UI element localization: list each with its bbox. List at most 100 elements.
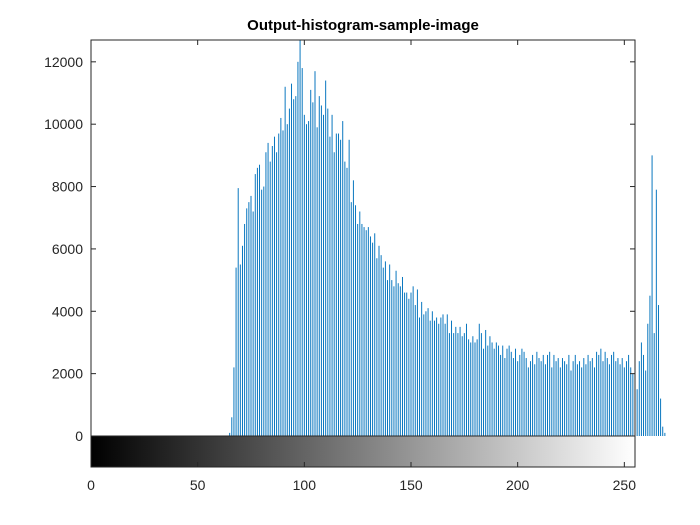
- histogram-bar: [305, 124, 307, 436]
- histogram-bar: [412, 286, 414, 436]
- histogram-bar: [399, 286, 401, 436]
- histogram-bar: [335, 133, 337, 437]
- chart-title: Output-histogram-sample-image: [247, 17, 479, 34]
- histogram-bar: [461, 336, 463, 436]
- histogram-bar: [502, 345, 504, 436]
- histogram-bar: [380, 255, 382, 436]
- histogram-bar: [655, 189, 657, 436]
- histogram-bar: [395, 270, 397, 436]
- histogram-bar: [566, 364, 568, 436]
- histogram-bar: [476, 339, 478, 436]
- histogram-bar: [521, 348, 523, 436]
- histogram-bar: [547, 354, 549, 436]
- histogram-bar: [361, 223, 363, 436]
- histogram-bar: [538, 358, 540, 436]
- histogram-bar: [630, 367, 632, 436]
- histogram-bar: [440, 317, 442, 436]
- histogram-bar: [288, 108, 290, 436]
- histogram-bar: [278, 133, 280, 437]
- histogram-bar: [527, 367, 529, 436]
- histogram-bar: [387, 280, 389, 436]
- histogram-bar: [487, 345, 489, 436]
- x-tick-label: 250: [613, 477, 637, 493]
- histogram-bar: [265, 152, 267, 436]
- histogram-bar: [342, 121, 344, 436]
- histogram-bar: [346, 167, 348, 436]
- histogram-bar: [619, 364, 621, 436]
- histogram-bar: [329, 136, 331, 436]
- histogram-bar: [574, 354, 576, 436]
- histogram-bar: [647, 323, 649, 436]
- bars-group: [229, 40, 666, 437]
- histogram-bar: [393, 286, 395, 436]
- histogram-bar: [591, 358, 593, 436]
- histogram-bar: [459, 326, 461, 436]
- histogram-bar: [549, 351, 551, 436]
- grayscale-colorbar: [91, 436, 635, 467]
- histogram-bar: [510, 351, 512, 436]
- histogram-bar: [340, 139, 342, 436]
- histogram-bar: [431, 311, 433, 436]
- histogram-bar: [455, 326, 457, 436]
- histogram-bar: [239, 264, 241, 436]
- histogram-bar: [446, 314, 448, 436]
- y-tick-label: 10000: [44, 116, 83, 132]
- histogram-bar: [519, 354, 521, 436]
- x-tick-label: 100: [293, 477, 317, 493]
- histogram-bar: [363, 227, 365, 436]
- histogram-bar: [613, 351, 615, 436]
- histogram-bar: [583, 358, 585, 436]
- histogram-bar: [453, 333, 455, 436]
- histogram-bar: [325, 80, 327, 436]
- histogram-bar: [534, 364, 536, 436]
- histogram-bar: [419, 317, 421, 436]
- histogram-bar: [491, 342, 493, 436]
- x-ticks-group: 0 50 100 150 200 250: [87, 40, 636, 493]
- histogram-bar: [529, 361, 531, 436]
- histogram-bar: [246, 208, 248, 436]
- histogram-bar: [331, 114, 333, 436]
- histogram-bar: [579, 361, 581, 436]
- histogram-bar: [628, 354, 630, 436]
- histogram-bar: [489, 336, 491, 436]
- histogram-bar: [241, 245, 243, 436]
- histogram-bar: [564, 361, 566, 436]
- histogram-bar: [581, 367, 583, 436]
- histogram-bar: [282, 130, 284, 436]
- histogram-bar: [404, 292, 406, 436]
- y-tick-label: 0: [75, 428, 83, 444]
- histogram-bar: [532, 354, 534, 436]
- histogram-bar: [517, 361, 519, 436]
- histogram-bar: [280, 117, 282, 436]
- histogram-bar: [551, 367, 553, 436]
- histogram-bar: [474, 342, 476, 436]
- histogram-bar: [559, 367, 561, 436]
- histogram-bar: [451, 320, 453, 436]
- histogram-bar: [570, 370, 572, 436]
- histogram-bar: [333, 152, 335, 436]
- histogram-bar: [604, 351, 606, 436]
- histogram-bar: [542, 354, 544, 436]
- histogram-bar: [643, 354, 645, 436]
- histogram-bar: [369, 236, 371, 436]
- histogram-bar: [544, 364, 546, 436]
- histogram-bar: [483, 348, 485, 436]
- histogram-bar: [606, 358, 608, 436]
- histogram-bar: [273, 136, 275, 436]
- histogram-bar: [512, 358, 514, 436]
- histogram-bar: [448, 333, 450, 436]
- histogram-bar: [589, 361, 591, 436]
- histogram-bar: [657, 305, 659, 436]
- histogram-bar: [523, 351, 525, 436]
- histogram-bar: [423, 314, 425, 436]
- histogram-bar: [598, 354, 600, 436]
- histogram-bar: [378, 245, 380, 436]
- histogram-bar: [286, 124, 288, 436]
- histogram-bar: [651, 155, 653, 436]
- histogram-bar: [525, 358, 527, 436]
- x-tick-label: 150: [399, 477, 423, 493]
- histogram-bar: [372, 242, 374, 436]
- histogram-bar: [625, 361, 627, 436]
- plot-area: [91, 40, 635, 436]
